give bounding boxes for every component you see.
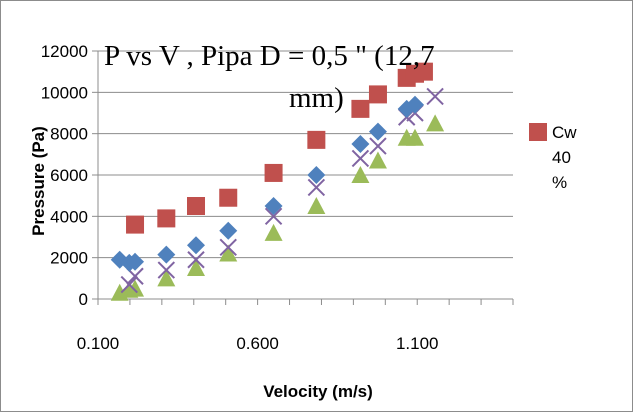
axes bbox=[92, 50, 514, 305]
x-marker-stroke bbox=[120, 275, 138, 294]
data-point-triangle bbox=[307, 197, 326, 214]
legend-label: 40 bbox=[552, 148, 571, 167]
legend-label: % bbox=[552, 173, 567, 192]
y-axis-title: Pressure (Pa) bbox=[29, 126, 48, 236]
y-tick-label: 12000 bbox=[41, 42, 88, 61]
data-point-diamond bbox=[368, 122, 387, 141]
data-point-triangle bbox=[187, 259, 206, 276]
chart-title-line-1: P vs V , Pipa D = 0,5 " (12,7 bbox=[104, 40, 435, 72]
x-marker-stroke bbox=[426, 87, 444, 106]
chart-title-line-2: mm) bbox=[289, 82, 344, 114]
data-point-diamond bbox=[264, 197, 283, 215]
data-point-square bbox=[187, 197, 206, 215]
x-marker-stroke bbox=[351, 149, 370, 168]
legend-label: Cw bbox=[552, 123, 577, 142]
x-tick-label: 0.100 bbox=[77, 334, 120, 353]
data-point-square bbox=[126, 215, 145, 234]
x-marker-stroke bbox=[307, 178, 326, 197]
legend-marker-square bbox=[529, 123, 547, 141]
data-point-triangle bbox=[157, 269, 176, 287]
data-point-triangle bbox=[126, 279, 145, 297]
x-tick-label: 1.100 bbox=[396, 334, 439, 353]
data-point-x bbox=[351, 149, 370, 168]
data-point-x bbox=[219, 238, 237, 257]
data-markers bbox=[110, 62, 445, 301]
data-point-diamond bbox=[405, 95, 424, 114]
data-point-square bbox=[414, 62, 433, 81]
data-point-x bbox=[307, 178, 326, 197]
y-tick-label: 10000 bbox=[41, 83, 88, 102]
data-point-x bbox=[187, 251, 205, 269]
data-point-square bbox=[368, 85, 387, 104]
data-point-triangle bbox=[405, 128, 424, 146]
y-tick-label: 2000 bbox=[50, 249, 88, 268]
data-point-diamond bbox=[219, 221, 238, 240]
data-point-x bbox=[120, 275, 138, 294]
y-tick-label: 4000 bbox=[50, 207, 88, 226]
x-marker-stroke bbox=[219, 238, 237, 257]
x-marker-stroke bbox=[264, 207, 283, 226]
legend: Cw 40% bbox=[529, 123, 577, 192]
y-tick-label: 6000 bbox=[50, 166, 88, 185]
y-tick-label: 8000 bbox=[50, 125, 88, 144]
data-point-x bbox=[369, 137, 387, 155]
data-point-x bbox=[264, 207, 283, 226]
data-point-diamond bbox=[307, 166, 326, 184]
y-tick-label: 0 bbox=[79, 290, 88, 309]
data-point-triangle bbox=[426, 114, 445, 132]
x-tick-labels: 0.100 0.600 1.100 bbox=[77, 334, 439, 353]
data-point-square bbox=[351, 99, 370, 118]
y-tick-labels: 0 2000 4000 6000 8000 10000 12000 bbox=[41, 42, 88, 309]
data-point-triangle bbox=[351, 166, 370, 183]
x-axis-title: Velocity (m/s) bbox=[263, 382, 373, 401]
data-point-triangle bbox=[368, 151, 387, 169]
data-point-diamond bbox=[126, 252, 145, 271]
x-marker-stroke bbox=[126, 267, 144, 285]
data-point-triangle bbox=[264, 223, 283, 241]
data-point-diamond bbox=[187, 236, 206, 255]
data-point-square bbox=[264, 163, 283, 182]
data-point-diamond bbox=[157, 245, 176, 264]
x-tick-label: 0.600 bbox=[236, 334, 279, 353]
x-marker-stroke bbox=[157, 261, 176, 279]
data-point-diamond bbox=[110, 250, 129, 269]
data-point-x bbox=[426, 87, 444, 106]
data-point-x bbox=[157, 261, 176, 279]
data-point-triangle bbox=[219, 244, 238, 262]
x-marker-stroke bbox=[187, 251, 205, 269]
data-point-square bbox=[157, 209, 176, 228]
data-point-diamond bbox=[351, 135, 370, 153]
data-point-square bbox=[307, 130, 326, 149]
data-point-square bbox=[219, 188, 238, 207]
x-marker-stroke bbox=[369, 137, 387, 155]
